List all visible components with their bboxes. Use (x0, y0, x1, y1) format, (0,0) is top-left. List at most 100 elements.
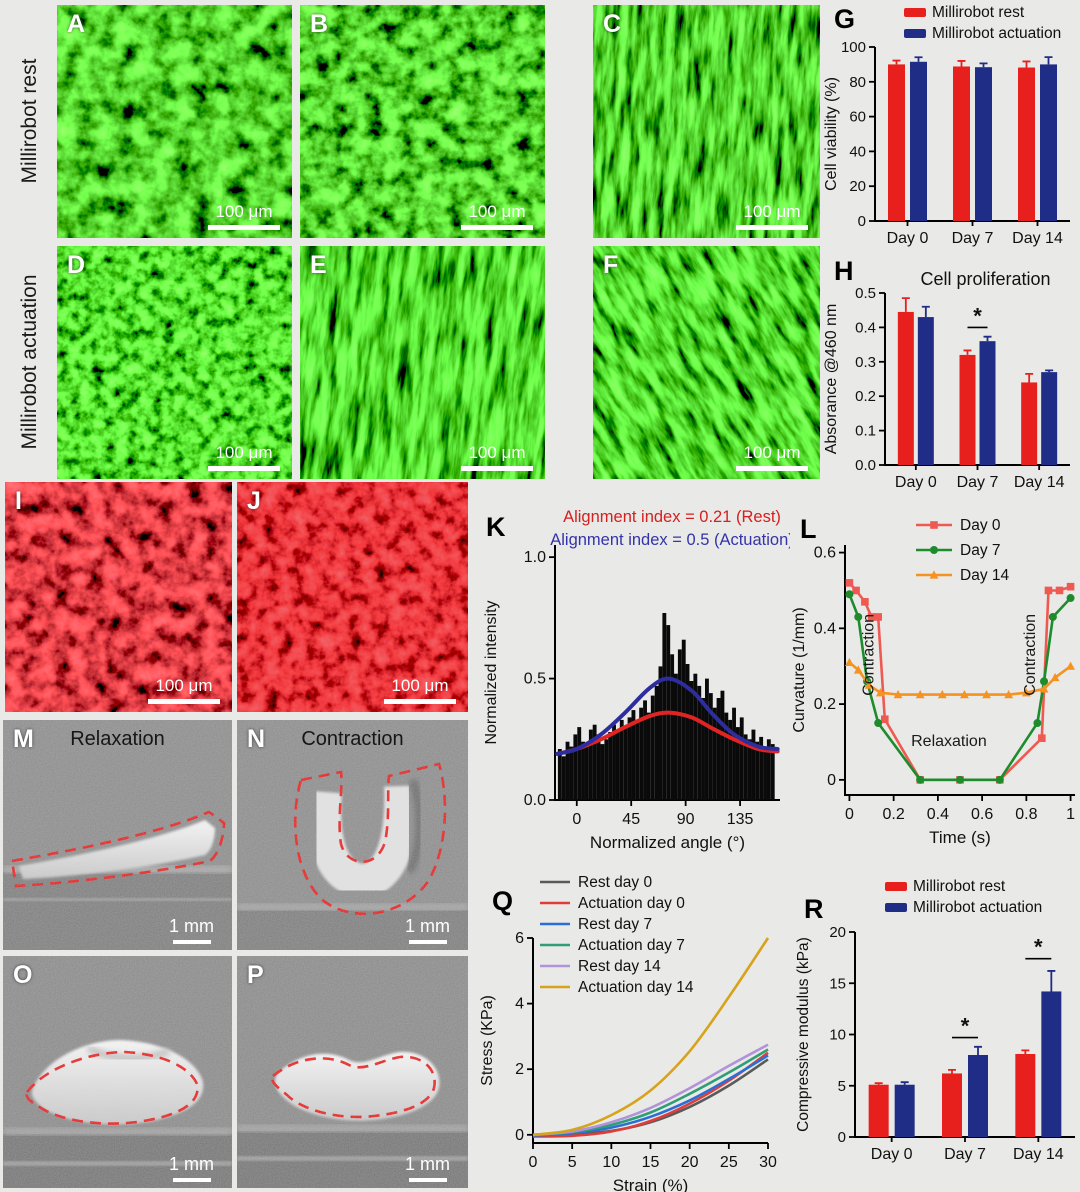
svg-text:0.0: 0.0 (524, 792, 546, 809)
svg-text:135: 135 (727, 811, 754, 828)
hist-bar (736, 727, 740, 800)
bar (968, 1055, 988, 1137)
photo-scene (3, 956, 232, 1188)
panel-letter-G: G (834, 4, 856, 34)
panel-letter-R: R (804, 894, 824, 924)
svg-text:0.4: 0.4 (814, 620, 836, 637)
scalebar-label: 1 mm (169, 1154, 214, 1174)
svg-text:40: 40 (849, 143, 866, 160)
hist-bar (747, 739, 752, 800)
scalebar: 100 μm (148, 676, 220, 704)
scalebar-line (461, 225, 533, 230)
micrograph-panel-B: B 100 μm (300, 5, 545, 238)
photo-panel-M: M Relaxation 1 mm (3, 720, 232, 950)
svg-text:30: 30 (759, 1154, 777, 1171)
hist-bar (577, 727, 582, 800)
panel-letter-Q: Q (492, 886, 514, 916)
scalebar-line (172, 940, 211, 944)
panel-letter: B (310, 10, 329, 38)
legend-swatch (885, 903, 907, 912)
scalebar-label: 100 μm (468, 202, 526, 221)
svg-text:5: 5 (838, 1078, 846, 1095)
svg-text:Day 7: Day 7 (952, 230, 994, 247)
svg-text:Alignment index = 0.21 (Rest): Alignment index = 0.21 (Rest) (563, 508, 781, 526)
svg-text:Day 7: Day 7 (944, 1146, 986, 1163)
hist-bar (600, 744, 605, 800)
svg-text:0.5: 0.5 (524, 671, 546, 688)
legend-swatch (904, 8, 926, 17)
error-bar (1025, 372, 1034, 383)
bar (959, 354, 976, 465)
hist-bar (635, 719, 640, 800)
svg-text:Day 14: Day 14 (960, 567, 1009, 584)
photo-scene (237, 956, 468, 1188)
series-line (532, 1051, 769, 1138)
hist-bar (705, 678, 709, 800)
panel-caption: Contraction (301, 728, 404, 750)
hist-bar (639, 707, 644, 800)
micrograph-panel-I: I 100 μm (5, 482, 232, 712)
hist-bar (619, 719, 624, 800)
panel-letter-L: L (800, 514, 817, 544)
svg-text:0: 0 (838, 1129, 846, 1146)
svg-text:0: 0 (529, 1154, 538, 1171)
panel-letter: D (67, 251, 86, 279)
hist-bar (759, 736, 764, 800)
hist-bar (646, 712, 651, 800)
hist-bar (654, 685, 659, 800)
svg-text:10: 10 (829, 1027, 846, 1044)
hist-bar (716, 698, 721, 800)
svg-text:15: 15 (829, 975, 846, 992)
green-texture (57, 5, 292, 238)
green-texture (300, 5, 545, 238)
hist-bar (701, 698, 705, 800)
micrograph-panel-A: A 100 μm (57, 5, 292, 238)
error-bar (1021, 1049, 1030, 1054)
red-texture (237, 482, 468, 712)
bar (897, 311, 914, 465)
svg-text:Day 7: Day 7 (957, 474, 999, 491)
error-bar (974, 1045, 982, 1055)
series-line (532, 937, 770, 1137)
svg-text:Contraction: Contraction (1022, 614, 1039, 696)
error-bar (1044, 56, 1053, 65)
svg-text:Day 0: Day 0 (960, 517, 1001, 534)
hist-bar (616, 729, 620, 800)
scalebar: 100 μm (208, 443, 280, 471)
error-bar (948, 1068, 956, 1074)
svg-text:0.1: 0.1 (855, 423, 876, 440)
svg-text:0: 0 (515, 1127, 524, 1144)
svg-text:0.6: 0.6 (814, 545, 836, 562)
bar (942, 1073, 962, 1137)
panel-letter: E (310, 251, 327, 279)
svg-text:0.2: 0.2 (814, 696, 836, 713)
svg-text:0.8: 0.8 (1015, 806, 1037, 823)
svg-text:6: 6 (515, 930, 524, 947)
svg-text:0.2: 0.2 (855, 388, 876, 405)
green-texture (57, 246, 292, 479)
svg-text:Normalized angle (°): Normalized angle (°) (590, 833, 745, 852)
scalebar-label: 1 mm (405, 916, 450, 936)
hist-bar (697, 685, 702, 800)
hist-bar (770, 744, 775, 800)
scalebar: 1 mm (169, 916, 214, 944)
svg-text:*: * (961, 1014, 970, 1039)
svg-text:0.5: 0.5 (855, 285, 876, 302)
svg-text:0: 0 (827, 772, 836, 789)
panel-letter: I (15, 487, 22, 515)
svg-text:Absorance @460 nm: Absorance @460 nm (823, 304, 840, 455)
svg-text:Millirobot rest: Millirobot rest (913, 878, 1006, 895)
scalebar: 100 μm (384, 676, 456, 704)
error-bar (874, 1082, 883, 1085)
scalebar-line (408, 940, 447, 944)
legend-swatch (885, 882, 907, 891)
svg-text:Relaxation: Relaxation (911, 733, 987, 750)
hist-bar (693, 673, 698, 800)
hist-bar (569, 746, 574, 800)
hist-bar (623, 727, 628, 800)
bar (1041, 372, 1058, 465)
photo-scene (3, 720, 232, 950)
hist-bar (658, 666, 663, 800)
fit-curve (555, 676, 780, 756)
